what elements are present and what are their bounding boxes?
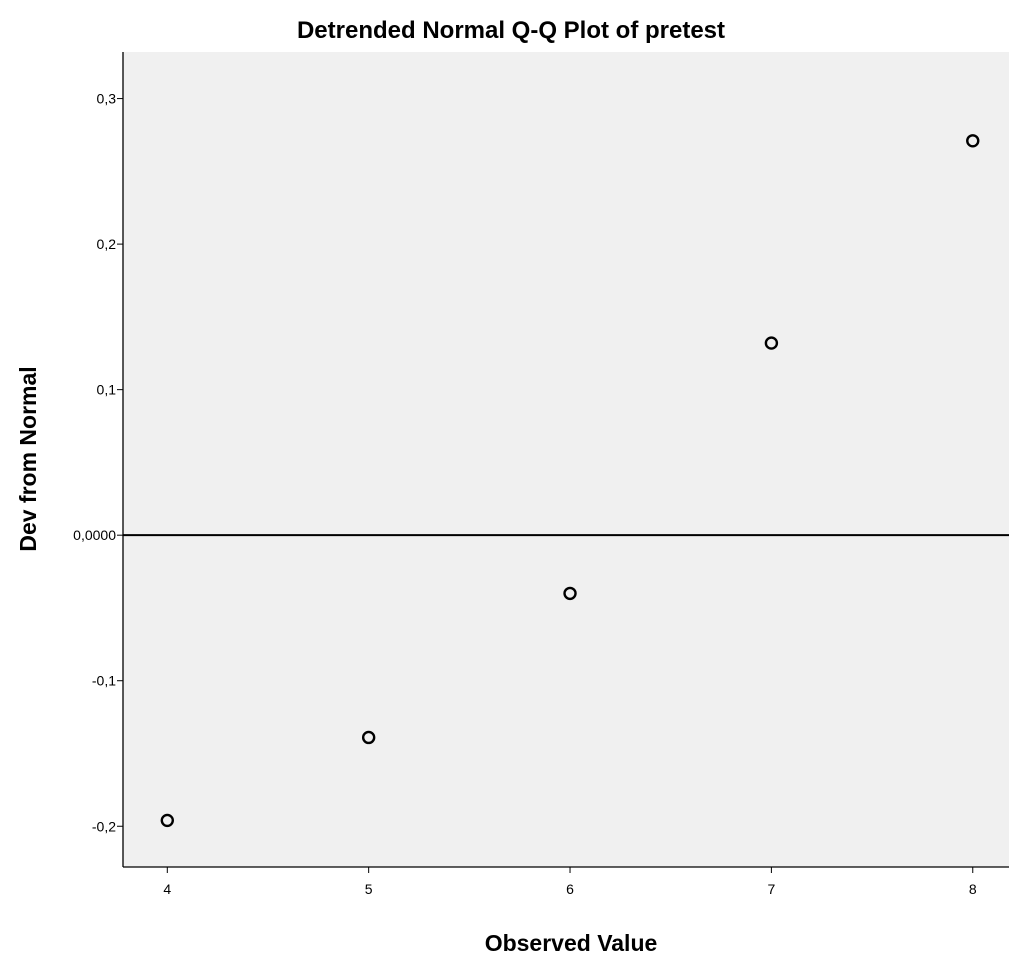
data-point — [361, 730, 376, 745]
x-axis-ticks: 4 5 6 7 8 — [163, 867, 977, 897]
x-tick-label: 8 — [969, 881, 977, 897]
x-axis-label: Observed Value — [485, 930, 658, 956]
x-tick-label: 6 — [566, 881, 574, 897]
plot-area — [123, 52, 1009, 867]
x-tick-label: 4 — [163, 881, 171, 897]
chart-title: Detrended Normal Q-Q Plot of pretest — [297, 17, 725, 44]
y-tick-label: -0,2 — [92, 818, 116, 834]
y-tick-label: 0,2 — [97, 236, 117, 252]
y-tick-label: -0,1 — [92, 673, 116, 689]
data-point — [160, 813, 175, 828]
data-points — [160, 134, 980, 828]
y-tick-label: 0,0000 — [73, 527, 116, 543]
data-point — [966, 134, 980, 148]
x-tick-label: 5 — [365, 881, 373, 897]
data-point — [563, 586, 577, 601]
y-axis-label: Dev from Normal — [15, 366, 41, 551]
y-tick-label: 0,1 — [97, 382, 117, 398]
x-tick-label: 7 — [767, 881, 775, 897]
data-point — [764, 336, 779, 350]
y-axis-ticks: -0,2 -0,1 0,0000 0,1 0,2 0,3 — [73, 91, 123, 834]
y-tick-label: 0,3 — [97, 91, 117, 107]
